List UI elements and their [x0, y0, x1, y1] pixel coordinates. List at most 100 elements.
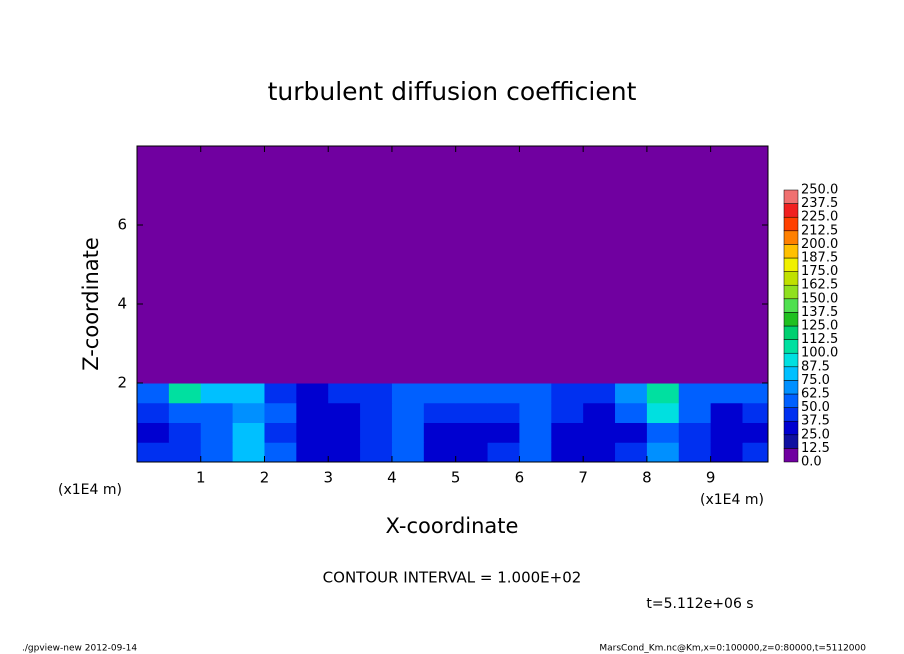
heat-cell	[742, 284, 768, 305]
heat-cell	[423, 185, 457, 206]
heat-cell	[137, 304, 170, 325]
heat-cell	[296, 185, 329, 206]
heat-cell	[487, 146, 520, 167]
heat-cell	[264, 363, 297, 384]
heat-cell	[519, 402, 552, 423]
heat-cell	[583, 165, 616, 186]
heat-cell	[264, 442, 297, 462]
heat-cell	[264, 185, 297, 206]
colorbar-swatch	[783, 366, 799, 381]
heat-cell	[583, 363, 616, 384]
heat-cell	[519, 205, 552, 226]
heat-cell	[678, 284, 712, 305]
heat-cell	[232, 146, 265, 167]
heat-cell	[391, 165, 425, 186]
colorbar-swatch	[783, 380, 799, 395]
heat-cell	[137, 383, 170, 404]
heat-cell	[137, 343, 170, 364]
colorbar-label: 200.0	[801, 237, 838, 252]
heat-cell	[328, 244, 361, 265]
heat-cell	[296, 442, 329, 462]
heat-cell	[200, 146, 234, 167]
heat-cell	[551, 244, 584, 265]
heat-cell	[232, 363, 265, 384]
heat-cell	[391, 205, 425, 226]
y-tick-label: 4	[117, 295, 127, 313]
heat-cell	[137, 323, 170, 344]
heat-cell	[583, 442, 616, 462]
colorbar-label: 25.0	[801, 427, 830, 442]
heat-cell	[551, 323, 584, 344]
heat-cell	[742, 244, 768, 265]
heat-cell	[232, 284, 265, 305]
heat-cell	[232, 343, 265, 364]
heat-cell	[391, 323, 425, 344]
heat-cell	[519, 323, 552, 344]
heat-cell	[710, 205, 744, 226]
colorbar-swatch	[783, 339, 799, 354]
heat-cell	[487, 343, 520, 364]
heat-cell	[232, 402, 265, 423]
heat-cell	[583, 343, 616, 364]
colorbar-swatch	[783, 312, 799, 327]
heat-cell	[583, 185, 616, 206]
heat-cell	[168, 442, 202, 462]
heat-cell	[360, 264, 393, 285]
heat-cell	[615, 264, 648, 285]
heat-cell	[391, 225, 425, 246]
heat-cell	[710, 323, 744, 344]
heat-cell	[583, 284, 616, 305]
heat-cell	[710, 442, 744, 462]
y-tick-label: 6	[117, 216, 127, 234]
heat-cell	[710, 185, 744, 206]
heat-cell	[137, 264, 170, 285]
colorbar-label: 0.0	[801, 455, 822, 470]
heat-cell	[455, 402, 489, 423]
heat-cell	[168, 264, 202, 285]
heat-cell	[678, 422, 712, 443]
heat-cell	[455, 146, 489, 167]
heat-cell	[710, 244, 744, 265]
heat-cell	[264, 304, 297, 325]
heat-cell	[646, 363, 680, 384]
heat-cell	[168, 304, 202, 325]
heat-cell	[232, 205, 265, 226]
heat-cell	[487, 323, 520, 344]
heat-cell	[615, 323, 648, 344]
colorbar-label: 150.0	[801, 291, 838, 306]
x-axis-label: X-coordinate	[386, 514, 519, 538]
heat-cell	[360, 442, 393, 462]
colorbar-label: 175.0	[801, 264, 838, 279]
colorbar-label: 237.5	[801, 196, 838, 211]
x-tick-label: 7	[578, 469, 588, 487]
heat-cell	[328, 284, 361, 305]
colorbar-swatch	[783, 230, 799, 245]
heat-cell	[296, 146, 329, 167]
heat-cell	[487, 442, 520, 462]
heat-cell	[583, 205, 616, 226]
x-tick-label: 8	[642, 469, 652, 487]
heat-cell	[615, 363, 648, 384]
heat-cell	[360, 422, 393, 443]
heat-cell	[168, 343, 202, 364]
heat-cell	[742, 363, 768, 384]
heat-cell	[232, 442, 265, 462]
heat-cell	[232, 225, 265, 246]
heat-cell	[519, 422, 552, 443]
x-tick-label: 6	[515, 469, 525, 487]
heat-cell	[423, 343, 457, 364]
heat-cell	[168, 323, 202, 344]
heat-cell	[455, 304, 489, 325]
heat-cell	[168, 284, 202, 305]
heat-cell	[168, 402, 202, 423]
heat-cell	[615, 284, 648, 305]
heat-cell	[423, 244, 457, 265]
heat-cell	[487, 205, 520, 226]
heat-cell	[455, 284, 489, 305]
heat-cell	[646, 264, 680, 285]
heat-cell	[678, 165, 712, 186]
colorbar-label: 87.5	[801, 359, 830, 374]
heat-cell	[455, 323, 489, 344]
heat-cell	[615, 244, 648, 265]
heat-cell	[391, 402, 425, 423]
